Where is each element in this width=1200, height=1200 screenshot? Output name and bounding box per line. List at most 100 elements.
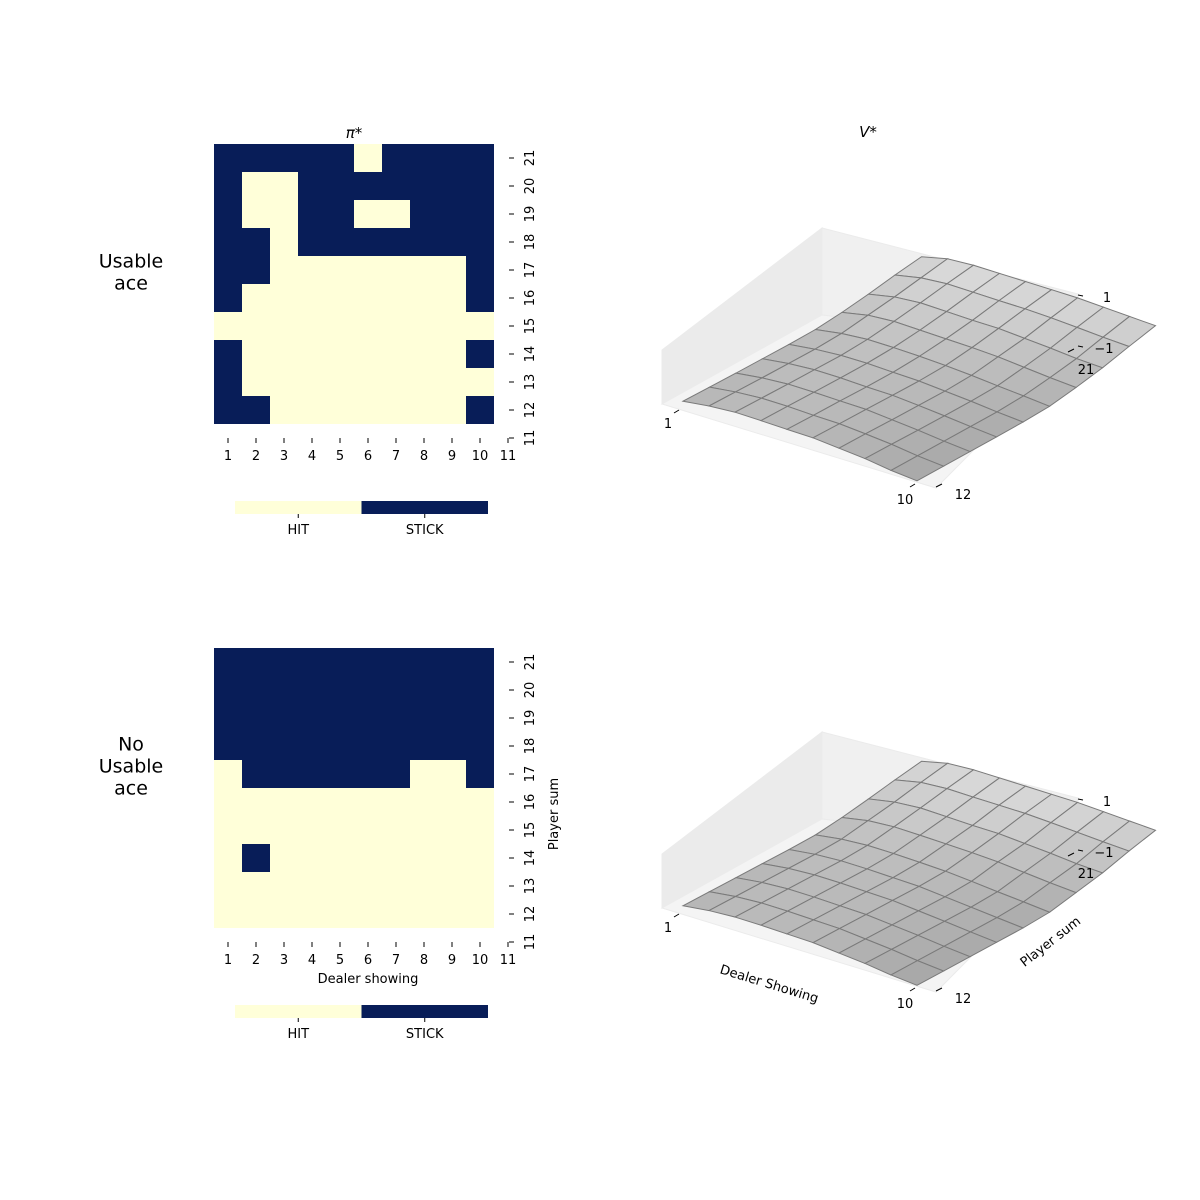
y-tick-label: 19 [523, 206, 538, 223]
heatmap-cell [298, 368, 326, 396]
x-tick-label: 10 [897, 997, 914, 1012]
heatmap-cell [298, 844, 326, 872]
heatmap-cell [466, 256, 494, 284]
heatmap-cell [382, 396, 410, 424]
y-tick-label: 12 [523, 402, 538, 419]
heatmap-cell [298, 732, 326, 760]
heatmap-cell [298, 816, 326, 844]
y-tick-label: 12 [523, 906, 538, 923]
x-tick-label: 1 [664, 417, 672, 432]
heatmap-cell [466, 200, 494, 228]
heatmap-cell [214, 172, 242, 200]
z-tick-mark [1077, 798, 1084, 801]
heatmap-cell [326, 396, 354, 424]
row-label: No [118, 734, 144, 756]
heatmap-cell [214, 900, 242, 928]
y-tick-label: 15 [523, 318, 538, 335]
x-tick-label: 10 [472, 449, 489, 464]
heatmap-cell [214, 788, 242, 816]
x-tick-mark [909, 987, 916, 992]
heatmap-cell [382, 144, 410, 172]
heatmap-cell [382, 284, 410, 312]
heatmap-cell [438, 648, 466, 676]
heatmap-cell [466, 844, 494, 872]
y-tick-mark [935, 483, 943, 488]
x-tick-label: 1 [224, 953, 232, 968]
heatmap-cell [214, 228, 242, 256]
y-tick-label: 21 [523, 654, 538, 671]
heatmap-cell [326, 144, 354, 172]
y-tick-label: 12 [955, 488, 972, 503]
heatmap-title: π* [346, 124, 363, 142]
heatmap-cell [242, 872, 270, 900]
heatmap-cell [326, 788, 354, 816]
heatmap-cell [242, 312, 270, 340]
x-tick-label: 6 [364, 953, 372, 968]
heatmap-cell [438, 340, 466, 368]
heatmap-cell [382, 200, 410, 228]
heatmap-cell [326, 228, 354, 256]
colorbar-segment [361, 1005, 488, 1018]
heatmap-cell [382, 816, 410, 844]
x-tick-label: 4 [308, 953, 316, 968]
y-tick-mark [1067, 348, 1075, 353]
heatmap-cell [354, 704, 382, 732]
heatmap-cell [242, 340, 270, 368]
y-tick-label: 21 [523, 150, 538, 167]
heatmap-cell [466, 228, 494, 256]
heatmap-cell [466, 732, 494, 760]
heatmap-cell [410, 368, 438, 396]
heatmap-cell [326, 340, 354, 368]
heatmap-cell [354, 172, 382, 200]
colorbar-label: STICK [406, 523, 444, 538]
heatmap-cell [242, 676, 270, 704]
heatmap-cell [214, 340, 242, 368]
heatmap-cell [326, 256, 354, 284]
heatmap-cell [214, 844, 242, 872]
heatmap-cell [466, 340, 494, 368]
heatmap-cell [410, 284, 438, 312]
heatmap-cell [326, 284, 354, 312]
heatmap-cell [298, 172, 326, 200]
y-tick-label: 11 [523, 934, 538, 951]
z-tick-label: 1 [1103, 795, 1111, 810]
heatmap-cell [270, 228, 298, 256]
heatmap-cell [382, 368, 410, 396]
heatmap-cell [214, 256, 242, 284]
heatmap-cell [438, 760, 466, 788]
heatmap-cell [466, 144, 494, 172]
heatmap-cell [354, 732, 382, 760]
heatmap-cell [410, 676, 438, 704]
heatmap-cell [354, 200, 382, 228]
y-tick-label: 16 [523, 290, 538, 307]
heatmap-cell [354, 648, 382, 676]
heatmap-cell [298, 396, 326, 424]
row-label: Usable [99, 756, 163, 778]
heatmap-cell [270, 256, 298, 284]
heatmap-cell [354, 872, 382, 900]
x-tick-label: 11 [500, 449, 517, 464]
heatmap-cell [214, 284, 242, 312]
heatmap-cell [326, 760, 354, 788]
x-tick-label: 9 [448, 449, 456, 464]
heatmap-cell [382, 172, 410, 200]
heatmap-cell [382, 844, 410, 872]
heatmap-cell [270, 200, 298, 228]
heatmap-cell [326, 816, 354, 844]
colorbar-label: HIT [287, 1027, 309, 1042]
heatmap-cell [466, 648, 494, 676]
y-tick-label: 14 [523, 850, 538, 867]
heatmap-cell [382, 340, 410, 368]
x-tick-mark [909, 483, 916, 488]
heatmap-cell [242, 172, 270, 200]
heatmap-cell [214, 676, 242, 704]
y-tick-label: 21 [1078, 363, 1095, 378]
heatmap-cell [298, 676, 326, 704]
heatmap-cell [410, 788, 438, 816]
heatmap-cell [410, 200, 438, 228]
heatmap-cell [438, 844, 466, 872]
x-tick-label: 7 [392, 953, 400, 968]
surface-title: V* [859, 123, 877, 141]
heatmap-cell [214, 816, 242, 844]
